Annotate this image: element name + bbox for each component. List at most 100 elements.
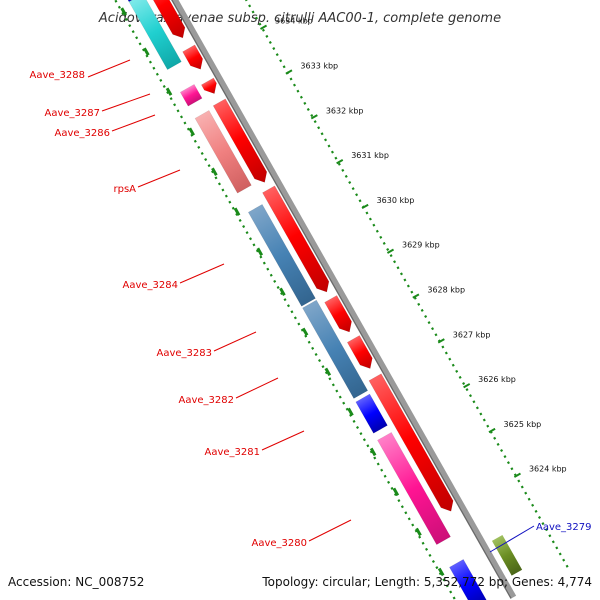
outer-major-tick: [513, 472, 521, 478]
outer-tick-dot: [389, 254, 393, 258]
inner-tick-dot: [117, 5, 121, 9]
inner-tick-dot: [425, 547, 429, 551]
outer-tick-dot: [444, 351, 448, 355]
accession-label: Accession: NC_008752: [8, 575, 144, 589]
inner-tick-dot: [148, 60, 152, 64]
inner-tick-dot: [383, 474, 387, 478]
outer-tick-dot: [431, 327, 435, 331]
inner-tick-dot: [362, 438, 366, 442]
outer-tick-dot: [517, 479, 521, 483]
inner-tick-dot: [421, 541, 425, 545]
inner-tick-dot: [400, 505, 404, 509]
gene-leader-line: [137, 169, 181, 188]
inner-major-tick: [301, 327, 309, 337]
outer-tick-dot: [562, 558, 566, 562]
outer-tick-dot: [272, 47, 276, 51]
tick-label: 3634 kbp: [275, 17, 313, 26]
inner-tick-dot: [428, 553, 432, 557]
outer-tick-dot: [375, 229, 379, 233]
outer-tick-dot: [330, 150, 334, 154]
inner-tick-dot: [262, 261, 266, 265]
gene-leader-line: [179, 263, 225, 284]
inner-tick-dot: [376, 462, 380, 466]
outer-major-tick: [336, 159, 344, 165]
outer-tick-dot: [465, 388, 469, 392]
feature-track: [121, 0, 523, 600]
outer-tick-dot: [258, 22, 262, 26]
outer-tick-dot: [500, 448, 504, 452]
tick-label: 3631 kbp: [351, 151, 389, 160]
backbone-shadow: [150, 0, 512, 599]
forward-gene-arrow: [182, 44, 203, 70]
inner-tick-dot: [242, 225, 246, 229]
gene-leader-line: [111, 114, 156, 132]
gene-leader-line: [87, 59, 131, 78]
outer-tick-dot: [299, 95, 303, 99]
gene-leader-line: [235, 377, 279, 399]
inner-tick-dot: [359, 432, 363, 436]
outer-tick-dot: [275, 53, 279, 57]
outer-tick-dot: [527, 497, 531, 501]
outer-tick-dot: [351, 187, 355, 191]
inner-tick-dot: [335, 389, 339, 393]
outer-tick-dot: [434, 333, 438, 337]
outer-tick-dot: [558, 552, 562, 556]
feature-block-cyan: [128, 0, 182, 70]
inner-major-tick: [256, 247, 264, 256]
gene-leader-line: [213, 331, 257, 352]
inner-tick-dot: [290, 310, 294, 314]
outer-tick-dot: [534, 509, 538, 513]
gene-leader-line: [261, 430, 305, 451]
forward-gene-arrow: [262, 185, 330, 293]
outer-tick-dot: [399, 272, 403, 276]
outer-tick-dot: [424, 315, 428, 319]
gene-label: Aave_3282: [179, 395, 235, 406]
tick-label: 3626 kbp: [478, 375, 516, 384]
outer-tick-dot: [503, 455, 507, 459]
outer-tick-dot: [451, 363, 455, 367]
outer-tick-dot: [382, 241, 386, 245]
outer-tick-dot: [292, 83, 296, 87]
inner-major-tick: [392, 487, 400, 497]
inner-tick-dot: [380, 468, 384, 472]
tick-label: 3629 kbp: [402, 241, 440, 250]
outer-tick-dot: [441, 345, 445, 349]
inner-tick-dot: [407, 517, 411, 521]
outer-tick-dot: [468, 394, 472, 398]
outer-major-tick: [361, 203, 369, 210]
outer-tick-dot: [493, 436, 497, 440]
outer-tick-dot: [520, 485, 524, 489]
inner-tick-dot: [331, 383, 335, 387]
outer-tick-dot: [506, 461, 510, 465]
outer-tick-dot: [255, 16, 259, 20]
inner-tick-dot: [328, 377, 332, 381]
outer-tick-dot: [337, 162, 341, 166]
outer-major-tick: [259, 24, 268, 30]
outer-tick-dot: [448, 357, 452, 361]
inner-tick-dot: [318, 359, 322, 363]
inner-tick-dot: [259, 255, 263, 259]
tick-label: 3625 kbp: [504, 420, 542, 429]
forward-gene-arrow: [201, 77, 217, 94]
outer-tick-dot: [265, 34, 269, 38]
inner-major-tick: [143, 47, 150, 56]
tick-label: 3628 kbp: [427, 286, 465, 295]
inner-tick-dot: [169, 97, 173, 101]
inner-tick-dot: [293, 316, 297, 320]
outer-tick-dot: [555, 546, 559, 550]
outer-tick-dot: [296, 89, 300, 93]
gene-label: Aave_3286: [55, 128, 111, 139]
inner-major-tick: [369, 447, 377, 457]
inner-major-tick: [165, 87, 173, 96]
outer-tick-dot: [320, 132, 324, 136]
forward-gene-arrow: [346, 335, 373, 369]
forward-gene-arrow: [141, 0, 186, 39]
inner-major-tick: [188, 127, 195, 136]
outer-tick-dot: [462, 381, 466, 385]
outer-tick-dot: [306, 107, 310, 111]
outer-tick-dot: [406, 284, 410, 288]
inner-major-tick: [437, 567, 445, 577]
gene-leader-line: [101, 93, 151, 112]
inner-tick-dot: [197, 145, 201, 149]
